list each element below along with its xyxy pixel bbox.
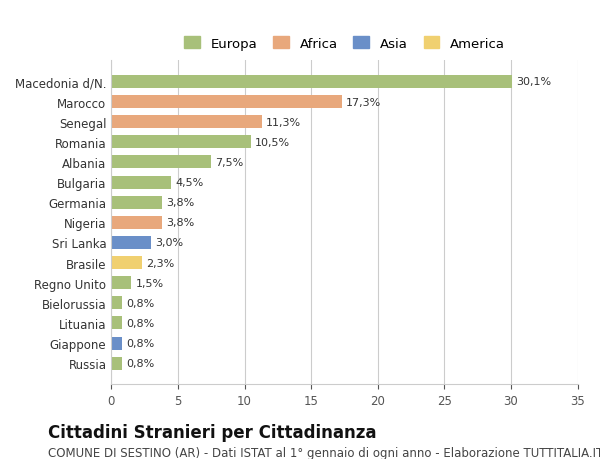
- Text: 0,8%: 0,8%: [126, 358, 154, 369]
- Bar: [112, 277, 131, 290]
- Text: 17,3%: 17,3%: [346, 97, 381, 107]
- Text: 0,8%: 0,8%: [126, 318, 154, 328]
- Text: 3,8%: 3,8%: [166, 198, 194, 208]
- Bar: [112, 317, 122, 330]
- Text: 1,5%: 1,5%: [136, 278, 163, 288]
- Bar: [112, 116, 262, 129]
- Bar: [112, 337, 122, 350]
- Text: 10,5%: 10,5%: [255, 138, 290, 147]
- Text: 3,8%: 3,8%: [166, 218, 194, 228]
- Bar: [112, 236, 151, 249]
- Bar: [112, 297, 122, 310]
- Bar: [112, 96, 342, 109]
- Text: 4,5%: 4,5%: [175, 178, 203, 188]
- Bar: [112, 76, 512, 89]
- Text: Cittadini Stranieri per Cittadinanza: Cittadini Stranieri per Cittadinanza: [48, 423, 377, 441]
- Text: 30,1%: 30,1%: [517, 77, 551, 87]
- Bar: [112, 216, 162, 230]
- Text: 2,3%: 2,3%: [146, 258, 174, 268]
- Bar: [112, 196, 162, 209]
- Text: COMUNE DI SESTINO (AR) - Dati ISTAT al 1° gennaio di ogni anno - Elaborazione TU: COMUNE DI SESTINO (AR) - Dati ISTAT al 1…: [48, 446, 600, 459]
- Bar: [112, 257, 142, 269]
- Text: 3,0%: 3,0%: [155, 238, 184, 248]
- Legend: Europa, Africa, Asia, America: Europa, Africa, Asia, America: [179, 32, 510, 56]
- Bar: [112, 176, 172, 189]
- Bar: [112, 357, 122, 370]
- Bar: [112, 156, 211, 169]
- Text: 0,8%: 0,8%: [126, 298, 154, 308]
- Text: 7,5%: 7,5%: [215, 157, 244, 168]
- Text: 0,8%: 0,8%: [126, 338, 154, 348]
- Bar: [112, 136, 251, 149]
- Text: 11,3%: 11,3%: [266, 118, 301, 128]
